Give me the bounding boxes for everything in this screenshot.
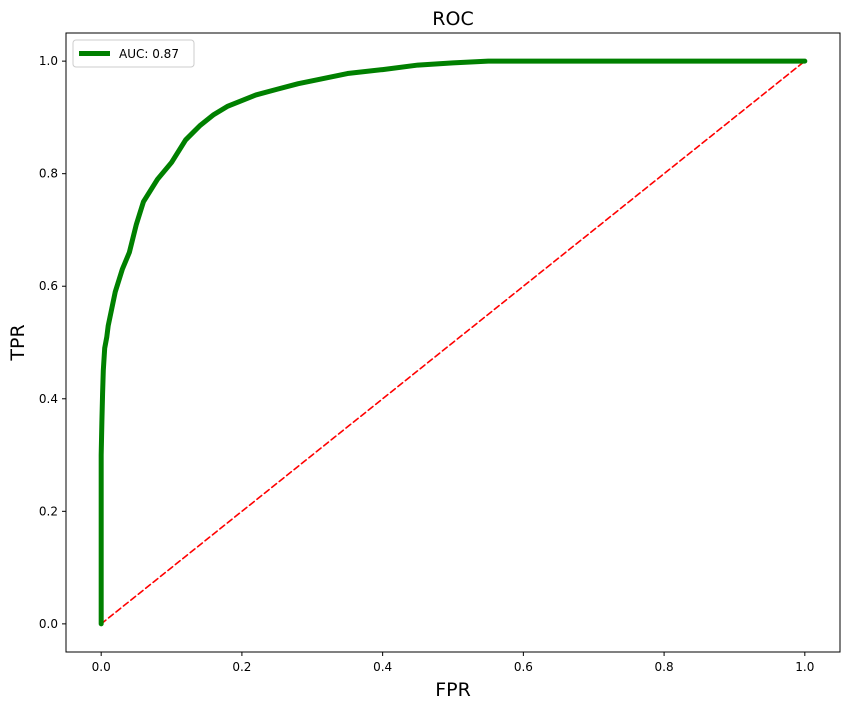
x-tick-label: 1.0 [795, 660, 814, 674]
x-tick-label: 0.0 [92, 660, 111, 674]
plot-frame [65, 32, 841, 653]
y-tick-label: 0.2 [39, 504, 58, 518]
legend-frame [72, 39, 195, 68]
y-tick-label: 0.4 [39, 392, 58, 406]
legend-label-auc: AUC: 0.87 [119, 47, 179, 61]
x-tick-label: 0.6 [514, 660, 533, 674]
x-tick-label: 0.4 [373, 660, 392, 674]
x-tick-label: 0.2 [232, 660, 251, 674]
y-tick-label: 0.0 [39, 617, 58, 631]
roc-curve-line [98, 58, 808, 627]
axes-layer: 0.0 0.2 0.4 0.6 0.8 1.0 0.0 0.2 0.4 0.6 0.8 1.0 [39, 32, 841, 674]
y-tick-label: 0.6 [39, 279, 58, 293]
plot-layer [98, 58, 808, 627]
x-tick-label: 0.8 [655, 660, 674, 674]
chart-title: ROC [432, 8, 473, 30]
y-tick-label: 0.8 [39, 167, 58, 181]
legend: AUC: 0.87 [72, 39, 195, 68]
x-axis-label: FPR [435, 679, 471, 701]
y-tick-label: 1.0 [39, 54, 58, 68]
y-axis-label: TPR [7, 324, 29, 361]
diagonal-reference-line [100, 60, 806, 625]
